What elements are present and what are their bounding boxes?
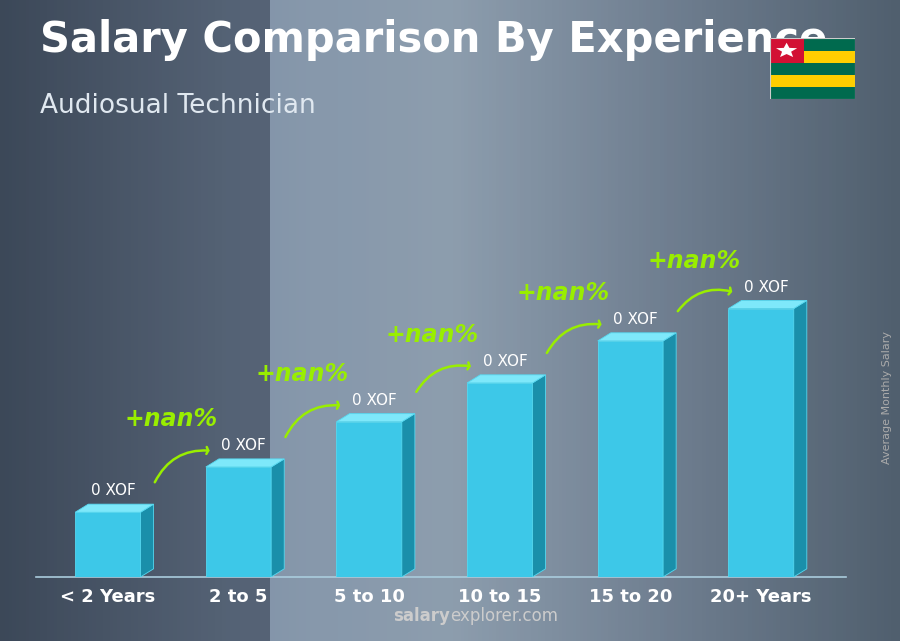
Bar <box>770 38 804 63</box>
Text: +nan%: +nan% <box>386 323 479 347</box>
Polygon shape <box>401 413 415 577</box>
Polygon shape <box>728 301 806 308</box>
Polygon shape <box>598 341 663 577</box>
Polygon shape <box>337 413 415 422</box>
Text: 0 XOF: 0 XOF <box>613 312 658 327</box>
Polygon shape <box>776 43 797 57</box>
Polygon shape <box>271 459 284 577</box>
Bar <box>770 87 855 99</box>
Polygon shape <box>467 375 545 383</box>
Text: Salary Comparison By Experience: Salary Comparison By Experience <box>40 19 828 62</box>
Text: +nan%: +nan% <box>517 281 609 305</box>
Text: 0 XOF: 0 XOF <box>482 354 527 369</box>
Polygon shape <box>76 504 154 512</box>
Text: Audiosual Technician: Audiosual Technician <box>40 93 316 119</box>
Bar <box>770 38 855 51</box>
Text: 0 XOF: 0 XOF <box>221 438 266 453</box>
Bar <box>770 63 855 75</box>
Bar <box>770 51 855 63</box>
Text: explorer.com: explorer.com <box>450 607 558 625</box>
Polygon shape <box>206 467 271 577</box>
Text: 0 XOF: 0 XOF <box>91 483 136 498</box>
Polygon shape <box>206 459 284 467</box>
Polygon shape <box>598 333 676 341</box>
Text: +nan%: +nan% <box>125 408 218 431</box>
Text: salary: salary <box>393 607 450 625</box>
Polygon shape <box>140 504 154 577</box>
Polygon shape <box>337 422 401 577</box>
Polygon shape <box>794 301 806 577</box>
Text: 0 XOF: 0 XOF <box>352 393 397 408</box>
Text: +nan%: +nan% <box>647 249 741 273</box>
Polygon shape <box>467 383 533 577</box>
Polygon shape <box>728 308 794 577</box>
Bar <box>270 0 900 641</box>
Text: 0 XOF: 0 XOF <box>744 279 788 295</box>
Polygon shape <box>76 512 140 577</box>
Polygon shape <box>533 375 545 577</box>
Bar <box>770 75 855 87</box>
Polygon shape <box>663 333 676 577</box>
Bar <box>0 0 270 641</box>
Text: Average Monthly Salary: Average Monthly Salary <box>881 331 892 464</box>
Text: +nan%: +nan% <box>256 362 348 386</box>
